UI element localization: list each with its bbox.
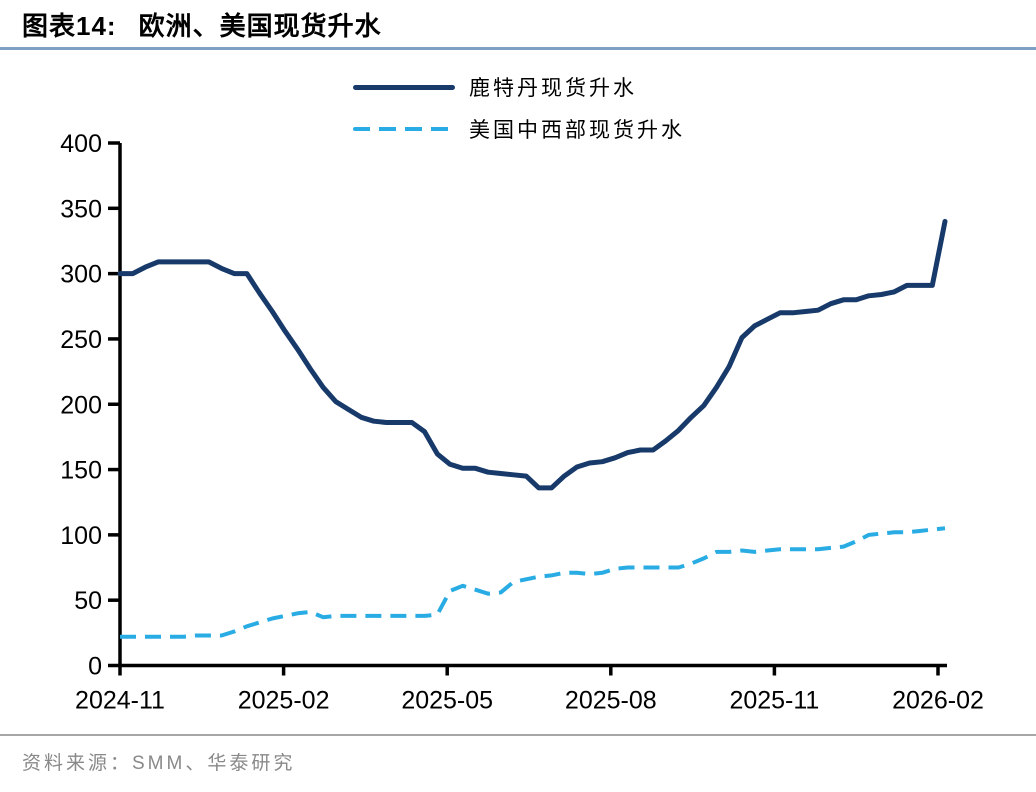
- legend-dashed-line-swatch: [353, 127, 455, 131]
- legend-solid-line-swatch: [353, 84, 455, 90]
- title-rule: [0, 47, 1036, 50]
- legend-item-rotterdam: 鹿特丹现货升水: [353, 74, 685, 100]
- figure-title-text: 欧洲、美国现货升水: [138, 11, 382, 41]
- y-tick-label: 150: [60, 457, 102, 485]
- source-rule: [0, 734, 1036, 736]
- legend-label-us-midwest: 美国中西部现货升水: [469, 119, 685, 142]
- y-tick-label: 300: [60, 261, 102, 289]
- x-tick-label: 2024-11: [75, 687, 165, 715]
- y-tick-label: 200: [60, 391, 102, 419]
- y-tick-label: 50: [74, 587, 102, 615]
- figure-number: 图表14:: [22, 11, 117, 41]
- axes: [108, 141, 947, 676]
- series-us-midwest-line: [120, 526, 946, 639]
- x-tick-label: 2025-05: [401, 687, 493, 715]
- legend-label-rotterdam: 鹿特丹现货升水: [469, 77, 637, 100]
- x-tick-label: 2025-11: [729, 687, 819, 715]
- legend-item-us-midwest: 美国中西部现货升水: [353, 116, 685, 142]
- figure-title: 图表14: 欧洲、美国现货升水: [22, 6, 382, 43]
- y-tick-label: 0: [88, 653, 102, 681]
- x-tick-label: 2025-08: [565, 687, 657, 715]
- y-axis-labels: 0 50 100 150 200 250 300 350 400: [60, 130, 102, 681]
- y-tick-label: 350: [60, 195, 102, 223]
- y-tick-label: 100: [60, 522, 102, 550]
- y-tick-label: 400: [60, 130, 102, 158]
- source-note: 资料来源：SMM、华泰研究: [22, 753, 296, 774]
- chart-legend: 鹿特丹现货升水 美国中西部现货升水: [353, 74, 685, 142]
- series-rotterdam-line: [117, 218, 948, 491]
- x-tick-label: 2025-02: [238, 687, 330, 715]
- x-axis-labels: 2024-11 2025-02 2025-05 2025-08 2025-11 2026-…: [75, 687, 984, 715]
- y-tick-label: 250: [60, 326, 102, 354]
- x-tick-label: 2026-02: [892, 687, 984, 715]
